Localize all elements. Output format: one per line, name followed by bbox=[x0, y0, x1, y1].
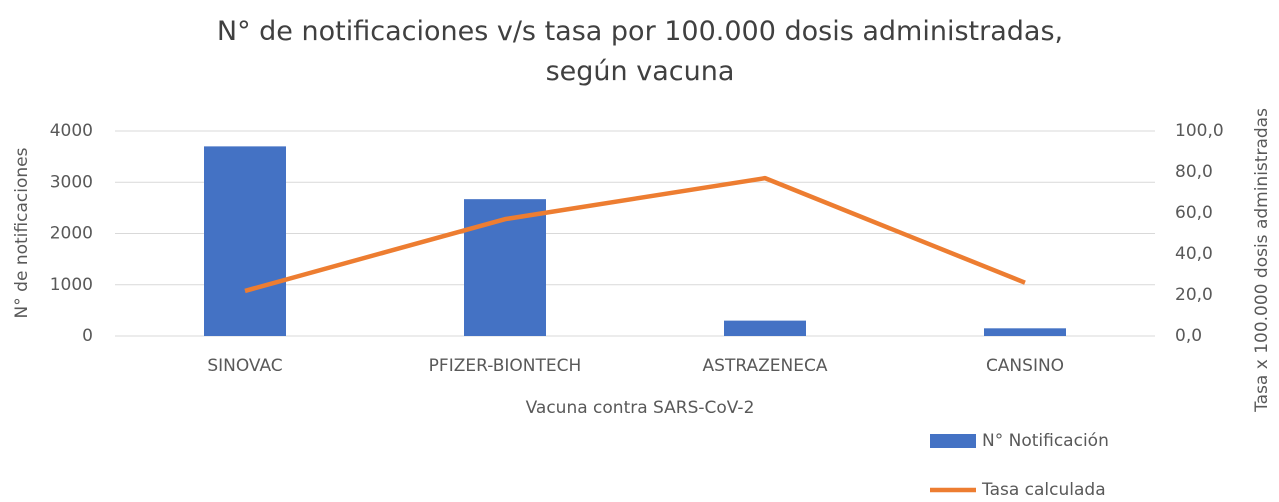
y-tick-label: 3000 bbox=[50, 172, 93, 192]
y-tick-label: 0 bbox=[82, 326, 93, 346]
legend-swatch bbox=[930, 434, 976, 448]
y2-tick-label: 20,0 bbox=[1175, 285, 1213, 305]
chart-title: N° de notificaciones v/s tasa por 100.00… bbox=[216, 16, 1064, 87]
x-tick-label: CANSINO bbox=[986, 356, 1064, 376]
y-axis-label: N° de notificaciones bbox=[12, 147, 32, 318]
line bbox=[244, 175, 1026, 294]
y2-axis-label: Tasa x 100.000 dosis administradas bbox=[1252, 108, 1272, 413]
y2-tick-label: 80,0 bbox=[1175, 162, 1213, 182]
bar bbox=[204, 146, 286, 336]
y-tick-label: 1000 bbox=[50, 275, 93, 295]
y-tick-label: 4000 bbox=[50, 121, 93, 141]
legend-label: N° Notificación bbox=[982, 431, 1109, 451]
y2-tick-label: 100,0 bbox=[1175, 121, 1224, 141]
x-axis-label: Vacuna contra SARS-CoV-2 bbox=[526, 398, 755, 418]
x-tick-label: SINOVAC bbox=[207, 356, 282, 376]
y2-tick-label: 60,0 bbox=[1175, 203, 1213, 223]
bar bbox=[464, 199, 546, 336]
legend-label: Tasa calculada bbox=[981, 480, 1106, 500]
x-tick-label: PFIZER-BIONTECH bbox=[429, 356, 582, 376]
x-tick-label: ASTRAZENECA bbox=[703, 356, 828, 376]
y2-tick-label: 40,0 bbox=[1175, 244, 1213, 264]
bar bbox=[724, 320, 806, 336]
y-tick-label: 2000 bbox=[50, 224, 93, 244]
bar bbox=[984, 328, 1066, 336]
y2-tick-label: 0,0 bbox=[1175, 326, 1202, 346]
